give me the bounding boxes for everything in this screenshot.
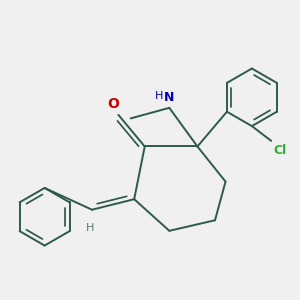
Text: N: N: [164, 91, 175, 104]
Text: H: H: [155, 91, 164, 101]
Text: Cl: Cl: [273, 144, 286, 157]
Text: H: H: [86, 223, 94, 233]
Text: O: O: [107, 98, 119, 111]
